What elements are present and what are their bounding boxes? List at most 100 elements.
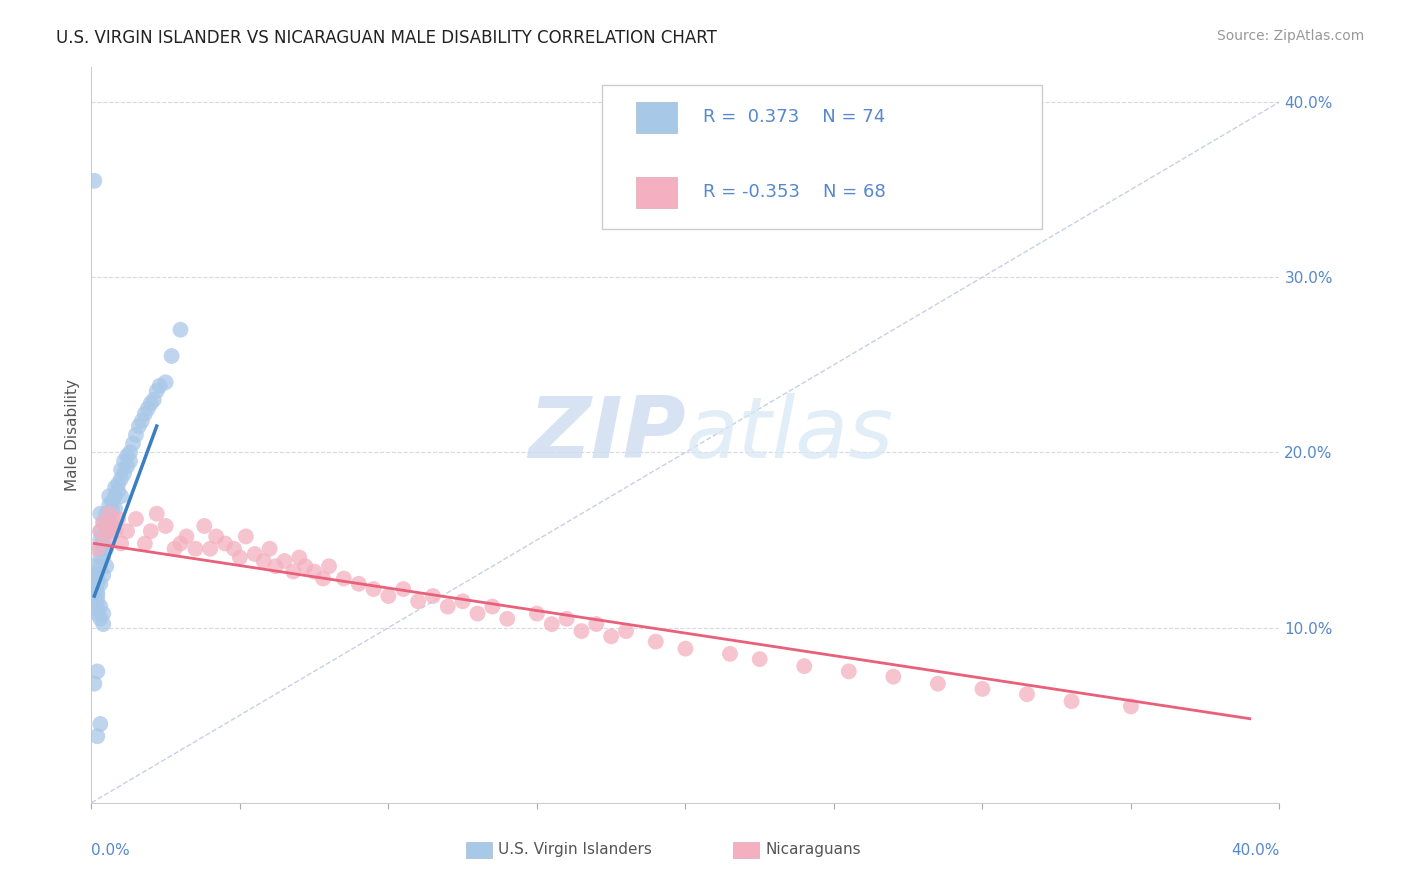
Text: R = -0.353    N = 68: R = -0.353 N = 68 xyxy=(703,183,886,201)
Point xyxy=(294,559,316,574)
Point xyxy=(128,419,150,434)
Point xyxy=(112,454,135,468)
Text: R =  0.373    N = 74: R = 0.373 N = 74 xyxy=(703,108,886,126)
Point xyxy=(436,599,458,614)
Point xyxy=(149,378,172,392)
Text: 40.0%: 40.0% xyxy=(1232,843,1279,858)
Point xyxy=(139,524,162,539)
Point xyxy=(451,594,474,608)
Point xyxy=(89,541,111,556)
Point xyxy=(122,436,145,450)
Point xyxy=(927,676,949,690)
Point xyxy=(184,541,207,556)
Point xyxy=(644,634,666,648)
Point xyxy=(169,536,191,550)
Point xyxy=(496,612,519,626)
Point xyxy=(253,554,276,568)
Point xyxy=(718,647,741,661)
Point xyxy=(101,519,124,533)
Point xyxy=(86,603,108,617)
Text: ZIP: ZIP xyxy=(527,393,685,476)
Point xyxy=(377,589,399,603)
Point xyxy=(107,483,129,498)
Text: 0.0%: 0.0% xyxy=(91,843,131,858)
Point xyxy=(205,529,228,543)
Point xyxy=(1060,694,1083,708)
Point xyxy=(83,594,105,608)
Point xyxy=(86,594,108,608)
Point xyxy=(118,454,141,468)
Point xyxy=(98,507,121,521)
Point xyxy=(89,576,111,591)
Point xyxy=(1015,687,1038,701)
Bar xyxy=(465,842,492,858)
Point xyxy=(136,401,159,416)
Point xyxy=(98,498,121,512)
Point xyxy=(107,476,129,491)
Point xyxy=(101,512,124,526)
Point xyxy=(125,427,148,442)
Point xyxy=(96,507,118,521)
Point xyxy=(89,612,111,626)
Point xyxy=(101,494,124,508)
Point xyxy=(259,541,281,556)
Point xyxy=(540,617,562,632)
Point xyxy=(86,568,108,582)
Point xyxy=(89,559,111,574)
Point xyxy=(86,665,108,679)
Point xyxy=(98,524,121,539)
Point xyxy=(86,585,108,599)
Text: U.S. Virgin Islanders: U.S. Virgin Islanders xyxy=(498,842,651,857)
Point xyxy=(673,641,696,656)
Point xyxy=(243,547,266,561)
Point xyxy=(104,489,127,503)
Bar xyxy=(733,842,759,858)
Point xyxy=(422,589,444,603)
Point xyxy=(86,572,108,586)
Point xyxy=(467,607,489,621)
Point xyxy=(160,349,183,363)
Point xyxy=(101,519,124,533)
Point xyxy=(273,554,295,568)
Point xyxy=(104,524,127,539)
Point xyxy=(214,536,236,550)
Point xyxy=(96,516,118,530)
Point xyxy=(222,541,245,556)
Point xyxy=(91,617,114,632)
Point xyxy=(89,524,111,539)
Point xyxy=(155,519,177,533)
Point xyxy=(134,536,156,550)
Point xyxy=(101,501,124,516)
Point xyxy=(107,512,129,526)
Point xyxy=(283,565,305,579)
Point xyxy=(347,576,370,591)
Point xyxy=(110,463,132,477)
Point xyxy=(585,617,607,632)
Point xyxy=(302,565,325,579)
Point xyxy=(318,559,340,574)
Point xyxy=(526,607,548,621)
Point xyxy=(235,529,257,543)
Point xyxy=(86,576,108,591)
Point xyxy=(363,582,385,596)
Point xyxy=(86,729,108,743)
Point xyxy=(142,392,165,407)
Point xyxy=(176,529,198,543)
Point xyxy=(91,533,114,547)
Point xyxy=(91,541,114,556)
Point xyxy=(131,414,153,428)
Point xyxy=(86,541,108,556)
Point xyxy=(118,445,141,459)
Point xyxy=(110,472,132,486)
Bar xyxy=(636,178,678,208)
Point xyxy=(86,589,108,603)
Point xyxy=(89,524,111,539)
Point xyxy=(115,459,138,474)
Text: Nicaraguans: Nicaraguans xyxy=(765,842,860,857)
Point xyxy=(89,717,111,731)
Point xyxy=(155,376,177,390)
Point xyxy=(134,407,156,421)
Point xyxy=(91,516,114,530)
Point xyxy=(288,550,311,565)
Point xyxy=(838,665,860,679)
